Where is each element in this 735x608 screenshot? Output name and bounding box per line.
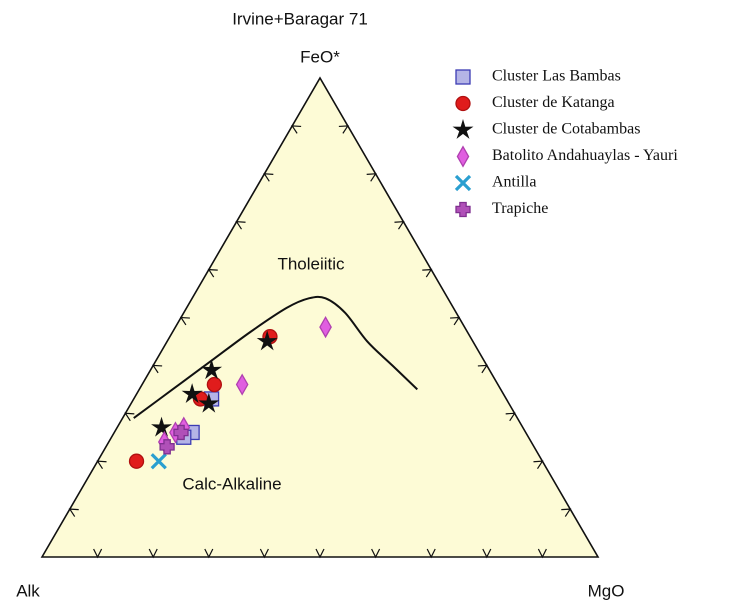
tick-mark — [366, 173, 377, 182]
legend-label: Batolito Andahuaylas - Yauri — [492, 147, 678, 164]
tick-mark — [394, 221, 405, 230]
tick-mark — [204, 548, 214, 559]
marker-diamond — [319, 315, 332, 339]
tick-mark — [291, 125, 302, 134]
marker-star — [198, 392, 220, 413]
tick-mark — [450, 316, 461, 326]
marker-star — [151, 416, 173, 437]
marker-square — [455, 69, 471, 85]
legend-label: Antilla — [492, 174, 536, 191]
tick-mark — [179, 316, 190, 326]
apex-label-left: Alk — [16, 581, 40, 600]
tick-mark — [477, 364, 488, 374]
tick-mark — [533, 460, 544, 470]
tick-mark — [315, 548, 325, 559]
tick-mark — [505, 412, 516, 422]
tick-mark — [537, 548, 547, 559]
tick-mark — [68, 508, 79, 517]
field-label: Calc-Alkaline — [182, 474, 281, 493]
marker-x — [454, 174, 472, 192]
marker-star — [181, 383, 203, 404]
marker-x — [150, 453, 167, 470]
tick-mark — [96, 460, 107, 470]
marker-plus — [173, 424, 189, 441]
field-label: Tholeiitic — [277, 254, 345, 273]
marker-circle — [128, 453, 145, 469]
boundary-line — [133, 295, 418, 419]
marker-diamond — [235, 373, 249, 396]
tick-mark — [235, 221, 246, 230]
tick-mark — [148, 548, 158, 559]
chart-title: Irvine+Baragar 71 — [232, 9, 368, 28]
marker-star — [201, 359, 223, 380]
tick-mark — [371, 548, 381, 559]
marker-plus — [159, 439, 175, 455]
marker-diamond — [456, 145, 470, 168]
marker-circle — [455, 95, 471, 112]
apex-label-right: MgO — [588, 581, 625, 600]
tick-mark — [152, 364, 163, 374]
tick-mark — [263, 173, 274, 182]
tick-mark — [561, 508, 572, 517]
legend-label: Cluster de Katanga — [492, 94, 615, 111]
tick-mark — [93, 548, 103, 559]
tick-mark — [422, 268, 433, 278]
marker-plus — [455, 201, 471, 218]
tick-mark — [482, 548, 492, 559]
legend-label: Cluster Las Bambas — [492, 68, 621, 85]
legend-label: Cluster de Cotabambas — [492, 121, 640, 138]
legend-label: Trapiche — [492, 200, 548, 217]
tick-mark — [338, 125, 349, 134]
apex-label-top: FeO* — [300, 47, 340, 66]
tick-mark — [207, 268, 218, 278]
marker-star — [452, 118, 474, 139]
marker-star — [256, 330, 278, 351]
tick-mark — [426, 548, 436, 559]
tick-mark — [259, 548, 269, 559]
tick-mark — [124, 412, 135, 422]
marker-circle — [206, 376, 223, 393]
